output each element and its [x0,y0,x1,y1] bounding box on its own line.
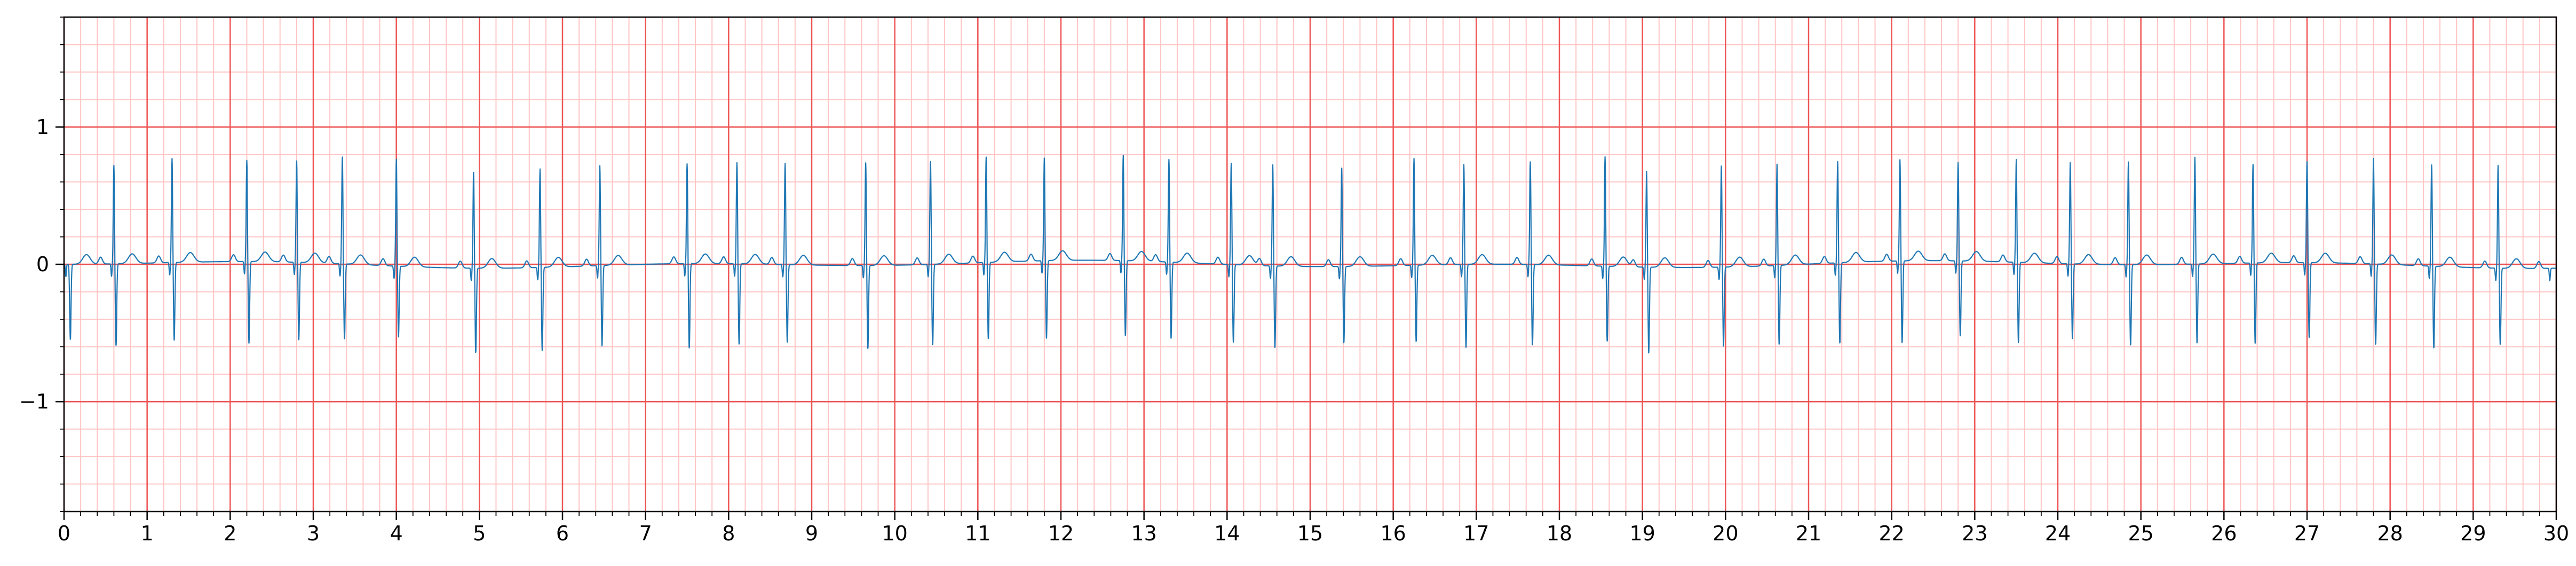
series-layer [64,154,2557,353]
x-tick-label: 8 [722,522,735,545]
x-tick-label: 6 [556,522,569,545]
y-tick-label: 1 [36,115,49,139]
x-tick-label: 20 [1713,522,1738,545]
x-tick-label: 27 [2294,522,2320,545]
x-tick-label: 28 [2377,522,2403,545]
x-tick-label: 13 [1131,522,1156,545]
ecg-series-line-0 [64,154,2557,353]
y-tick-label: 0 [36,253,49,276]
x-tick-label: 5 [473,522,486,545]
x-tick-label: 17 [1463,522,1489,545]
x-tick-label: 26 [2211,522,2237,545]
y-tick-label: −1 [19,390,49,413]
x-tick-label: 25 [2128,522,2153,545]
x-tick-label: 10 [882,522,907,545]
x-tick-label: 21 [1796,522,1821,545]
tick-marks [56,17,2557,520]
x-tick-label: 23 [1962,522,1987,545]
x-tick-label: 1 [141,522,154,545]
x-tick-label: 29 [2460,522,2486,545]
x-tick-label: 14 [1214,522,1240,545]
tick-labels: 0 1 2 3 4 5 6 7 8 9 10 11 12 13 14 15 16 17 18 19 20 21 22 23 24… [19,115,2569,545]
x-tick-label: 30 [2543,522,2569,545]
x-tick-label: 19 [1629,522,1655,545]
x-tick-label: 9 [805,522,818,545]
x-tick-label: 11 [965,522,990,545]
x-tick-label: 18 [1547,522,1572,545]
x-tick-label: 0 [58,522,70,545]
x-tick-label: 16 [1380,522,1406,545]
x-tick-label: 22 [1879,522,1904,545]
x-tick-label: 24 [2045,522,2071,545]
x-tick-label: 3 [307,522,320,545]
x-tick-label: 4 [390,522,403,545]
x-tick-label: 12 [1048,522,1074,545]
x-tick-label: 2 [224,522,236,545]
x-tick-label: 7 [639,522,652,545]
x-tick-label: 15 [1297,522,1323,545]
